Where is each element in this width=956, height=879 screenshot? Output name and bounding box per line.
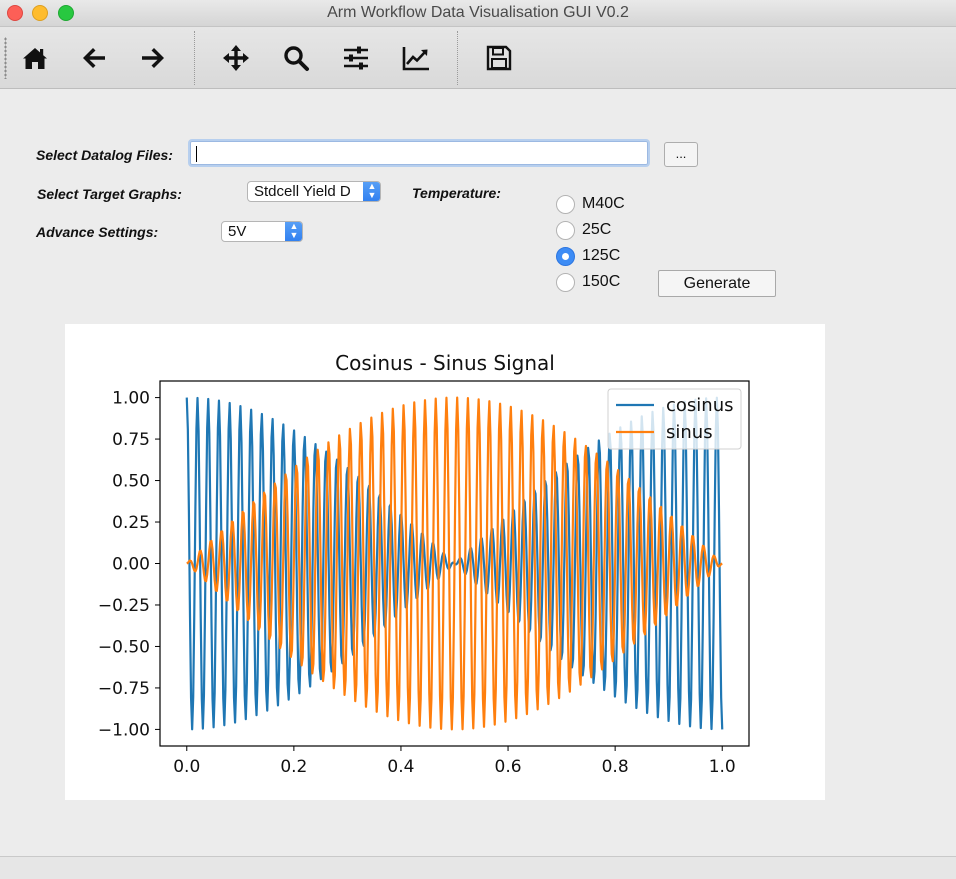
plot-lines xyxy=(185,396,724,731)
save-icon xyxy=(486,45,512,71)
zoom-icon xyxy=(284,46,309,71)
save-button[interactable] xyxy=(483,42,515,74)
radio-button[interactable] xyxy=(556,194,575,214)
legend-label-sinus: sinus xyxy=(666,422,713,443)
advance-settings-label: Advance Settings: xyxy=(36,224,159,240)
y-tick-label: −0.75 xyxy=(98,679,150,699)
datalog-files-input[interactable] xyxy=(188,139,650,167)
select-arrows-icon: ▲ ▼ xyxy=(285,222,302,241)
radio-150c[interactable]: 150C xyxy=(556,271,620,293)
edit-axis-icon xyxy=(402,47,429,71)
toolbar-separator xyxy=(194,31,196,85)
target-graphs-label: Select Target Graphs: xyxy=(37,186,182,202)
x-tick-label: 0.8 xyxy=(602,757,629,777)
forward-arrow-icon xyxy=(142,48,164,68)
datalog-files-label: Select Datalog Files: xyxy=(36,147,173,163)
home-button[interactable] xyxy=(19,42,51,74)
subplot-config-icon xyxy=(344,46,368,70)
maximize-window-button[interactable] xyxy=(58,5,74,21)
target-graphs-value: Stdcell Yield D xyxy=(254,183,351,200)
edit-axis-button[interactable] xyxy=(400,42,432,74)
radio-label: M40C xyxy=(582,195,625,212)
status-bar xyxy=(0,856,956,879)
back-arrow-icon xyxy=(83,48,105,68)
radio-button[interactable] xyxy=(556,220,575,240)
plot-canvas[interactable]: Cosinus - Sinus Signal 0.0 0.2 0.4 0.6 0.8 1.… xyxy=(65,324,825,800)
x-tick-label: 0.0 xyxy=(173,757,200,777)
radio-label: 125C xyxy=(582,247,621,264)
select-arrows-icon: ▲ ▼ xyxy=(363,182,380,201)
close-window-button[interactable] xyxy=(7,5,23,21)
y-tick-label: −1.00 xyxy=(98,720,150,740)
x-tick-label: 0.6 xyxy=(495,757,522,777)
radio-button[interactable] xyxy=(556,272,575,292)
zoom-button[interactable] xyxy=(280,42,312,74)
x-tick-label: 0.4 xyxy=(387,757,414,777)
y-tick-label: −0.50 xyxy=(98,637,150,657)
legend: cosinus sinus xyxy=(607,388,742,450)
radio-label: 150C xyxy=(582,273,621,290)
y-tick-label: 0.00 xyxy=(112,555,150,575)
window-title: Arm Workflow Data Visualisation GUI V0.2 xyxy=(327,4,629,21)
radio-button[interactable] xyxy=(556,246,575,266)
browse-button[interactable]: ... xyxy=(664,142,698,167)
toolbar-separator xyxy=(457,31,459,85)
y-tick-label: 1.00 xyxy=(112,389,150,409)
advance-settings-value: 5V xyxy=(228,223,247,240)
legend-label-cosinus: cosinus xyxy=(666,395,733,416)
axis-ticks: 0.0 0.2 0.4 0.6 0.8 1.0 1.00 0.75 0.50 0.25 0.00 −0… xyxy=(98,389,736,777)
radio-125c[interactable]: 125C xyxy=(556,245,620,267)
y-tick-label: 0.50 xyxy=(112,472,150,492)
series-line-sinus xyxy=(186,396,723,731)
chart-title: Cosinus - Sinus Signal xyxy=(335,351,555,375)
y-tick-label: −0.25 xyxy=(98,596,150,616)
navigation-toolbar xyxy=(0,27,956,89)
radio-25c[interactable]: 25C xyxy=(556,219,611,241)
back-button[interactable] xyxy=(78,42,110,74)
forward-button[interactable] xyxy=(137,42,169,74)
generate-button[interactable]: Generate xyxy=(658,270,776,297)
y-tick-label: 0.75 xyxy=(112,430,150,450)
advance-settings-select[interactable]: 5V ▲ ▼ xyxy=(221,221,303,242)
y-tick-label: 0.25 xyxy=(112,513,150,533)
x-tick-label: 1.0 xyxy=(709,757,736,777)
x-tick-label: 0.2 xyxy=(280,757,307,777)
axes-frame xyxy=(159,380,750,747)
temperature-label: Temperature: xyxy=(412,185,501,201)
chart: Cosinus - Sinus Signal 0.0 0.2 0.4 0.6 0.8 1.… xyxy=(98,351,750,777)
title-bar: Arm Workflow Data Visualisation GUI V0.2 xyxy=(0,0,956,27)
pan-icon xyxy=(223,45,249,71)
home-icon xyxy=(23,48,47,69)
radio-m40c[interactable]: M40C xyxy=(556,193,625,215)
minimize-window-button[interactable] xyxy=(32,5,48,21)
pan-button[interactable] xyxy=(220,42,252,74)
configure-subplots-button[interactable] xyxy=(340,42,372,74)
target-graphs-select[interactable]: Stdcell Yield D ▲ ▼ xyxy=(247,181,381,202)
radio-label: 25C xyxy=(582,221,612,238)
toolbar-grip[interactable] xyxy=(4,37,7,79)
